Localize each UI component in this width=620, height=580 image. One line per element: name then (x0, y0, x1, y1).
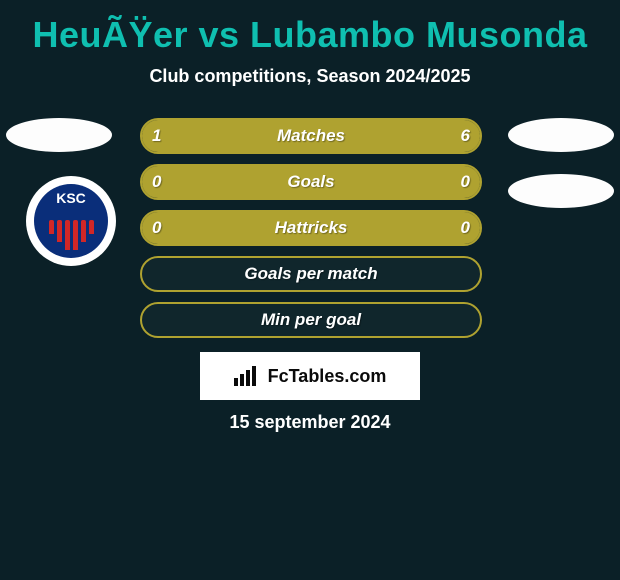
bar-fill-right (311, 166, 480, 198)
club-emblem-inner (34, 184, 108, 258)
stat-row: Goals per match (140, 256, 482, 292)
bar-fill-right (190, 120, 480, 152)
stat-bars: 16Matches00Goals00HattricksGoals per mat… (140, 118, 482, 348)
bar-fill-right (311, 212, 480, 244)
stat-label: Goals per match (142, 258, 480, 290)
page-root: HeuÃŸer vs Lubambo Musonda Club competit… (0, 0, 620, 580)
bar-fill-left (142, 120, 190, 152)
bar-fill-left (142, 212, 311, 244)
stat-row: 00Goals (140, 164, 482, 200)
snapshot-date: 15 september 2024 (0, 412, 620, 433)
stat-value-right: 6 (461, 120, 470, 152)
brand-box[interactable]: FcTables.com (200, 352, 420, 400)
stat-value-left: 0 (152, 212, 161, 244)
stat-row: 00Hattricks (140, 210, 482, 246)
brand-label: FcTables.com (268, 366, 387, 387)
bar-chart-icon (234, 366, 260, 386)
player-placeholder-left (6, 118, 112, 152)
stat-value-right: 0 (461, 212, 470, 244)
club-fan-icon (48, 220, 94, 252)
page-title: HeuÃŸer vs Lubambo Musonda (0, 0, 620, 56)
player-placeholder-right-2 (508, 174, 614, 208)
stat-value-left: 0 (152, 166, 161, 198)
club-emblem (26, 176, 116, 266)
stat-row: Min per goal (140, 302, 482, 338)
stat-value-right: 0 (461, 166, 470, 198)
player-placeholder-right-1 (508, 118, 614, 152)
stat-row: 16Matches (140, 118, 482, 154)
page-subtitle: Club competitions, Season 2024/2025 (0, 56, 620, 105)
stat-label: Min per goal (142, 304, 480, 336)
stat-value-left: 1 (152, 120, 161, 152)
bar-fill-left (142, 166, 311, 198)
